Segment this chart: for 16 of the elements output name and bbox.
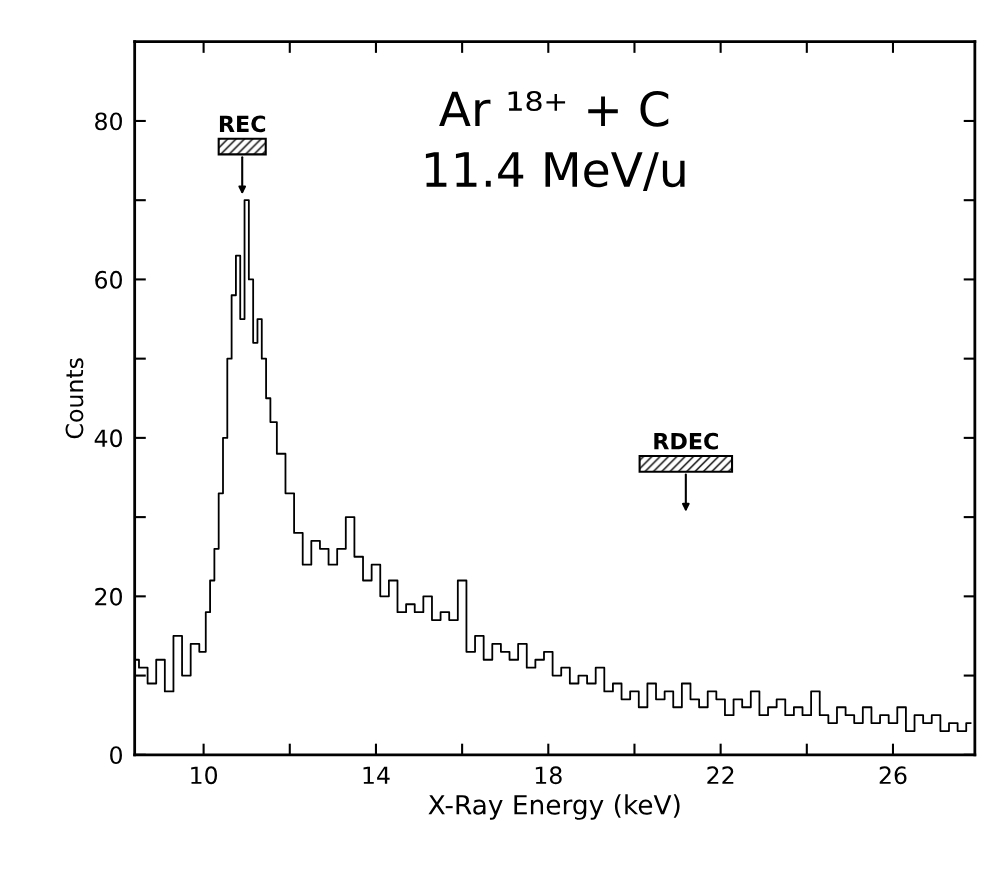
x-tick-label: 22	[707, 766, 734, 784]
annotation: Ar ¹⁸⁺ + C	[439, 91, 669, 127]
x-tick-label: 14	[363, 766, 390, 784]
y-tick-label: 0	[110, 746, 122, 765]
x-axis-title: X-Ray Energy (keV)	[428, 794, 680, 820]
annotation: 11.4 MeV/u	[425, 152, 685, 192]
x-tick-label: 26	[879, 766, 907, 785]
y-axis-title: Counts	[65, 358, 84, 439]
y-tick-label: 60	[95, 270, 122, 289]
x-tick-label: 18	[535, 766, 562, 785]
annotation: RDEC	[654, 432, 718, 450]
y-tick-label: 40	[94, 429, 122, 448]
y-tick-label: 80	[95, 112, 122, 131]
x-tick-label: 10	[191, 766, 218, 785]
annotation: REC	[219, 115, 266, 133]
y-tick-label: 20	[95, 587, 122, 606]
